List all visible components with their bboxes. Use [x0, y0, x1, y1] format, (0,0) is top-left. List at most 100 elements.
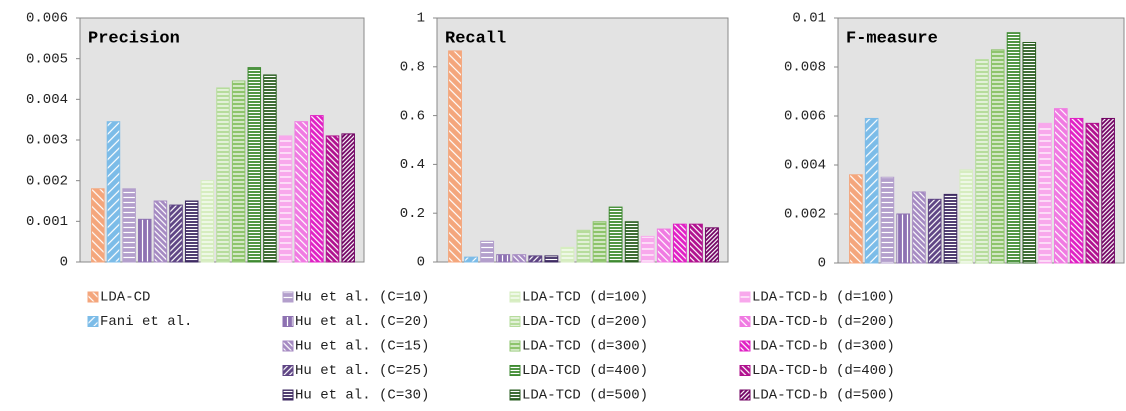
legend-label: LDA-TCD-b (d=400) [752, 363, 895, 379]
bar [512, 254, 527, 263]
bar [1006, 32, 1021, 264]
y-tick-label: 0.004 [26, 92, 68, 108]
y-tick-label: 0.003 [26, 133, 68, 149]
legend-swatch [282, 389, 294, 401]
legend-swatch [87, 291, 99, 303]
bar [975, 59, 989, 264]
bar [247, 67, 262, 263]
legend-swatch [509, 340, 521, 352]
bar [122, 188, 136, 263]
legend-label: Fani et al. [100, 314, 192, 330]
bar [927, 198, 942, 264]
y-tick-label: 0.005 [26, 51, 68, 67]
bar [896, 213, 910, 264]
bar [341, 133, 355, 263]
bar [912, 191, 926, 264]
legend-swatch [282, 316, 294, 327]
bar [1069, 117, 1084, 264]
bar [216, 87, 230, 263]
bar [672, 223, 687, 263]
legend-swatch [509, 365, 521, 376]
bar [656, 228, 671, 263]
bar [608, 206, 623, 263]
bar [959, 169, 974, 264]
bar [278, 135, 293, 263]
legend-swatch [87, 316, 99, 327]
chart-title: Precision [88, 29, 180, 48]
legend-swatch [282, 291, 294, 303]
legend-label: LDA-TCD-b (d=200) [752, 314, 895, 330]
legend-swatch [282, 340, 294, 352]
legend-swatch [509, 389, 521, 401]
y-tick-label: 0.01 [792, 11, 826, 27]
y-tick-label: 0 [60, 255, 68, 271]
bar [169, 204, 183, 263]
legend-swatch [509, 291, 521, 303]
legend-label: LDA-TCD-b (d=100) [752, 290, 895, 306]
y-tick-label: 0.2 [400, 206, 425, 222]
bar [1054, 108, 1068, 264]
y-tick-label: 0.6 [400, 108, 425, 124]
bar [624, 221, 639, 263]
y-tick-label: 1 [417, 11, 425, 27]
bar [1022, 42, 1037, 264]
bar [106, 121, 121, 263]
bar [880, 176, 895, 264]
chart-title: F-measure [846, 29, 938, 48]
bar [1038, 122, 1052, 264]
bar [91, 188, 105, 263]
bar [528, 255, 543, 263]
y-tick-label: 0.006 [784, 109, 826, 125]
legend-label: LDA-TCD (d=500) [522, 388, 648, 404]
legend-label: Hu et al. (C=25) [295, 363, 429, 379]
bar [1085, 122, 1100, 264]
bar [864, 117, 879, 264]
y-tick-label: 0.8 [400, 60, 425, 76]
bar [200, 180, 215, 263]
bar [592, 221, 607, 263]
bar [688, 223, 703, 263]
bar [560, 246, 575, 263]
legend-label: LDA-TCD-b (d=300) [752, 339, 895, 355]
legend-swatch [739, 365, 751, 376]
bar [1101, 117, 1115, 264]
legend-label: LDA-TCD (d=300) [522, 339, 648, 355]
bar [310, 115, 324, 263]
legend-swatch [739, 389, 751, 401]
y-tick-label: 0.008 [784, 60, 826, 76]
bar [263, 74, 277, 263]
bar [576, 229, 591, 263]
chart-title: Recall [445, 29, 506, 48]
bar [705, 227, 719, 263]
legend-label: LDA-TCD (d=100) [522, 290, 648, 306]
legend-swatch [739, 340, 751, 352]
y-tick-label: 0.001 [26, 214, 68, 230]
y-tick-label: 0.002 [26, 173, 68, 189]
legend-label: Hu et al. (C=30) [295, 388, 429, 404]
legend-label: LDA-TCD (d=200) [522, 314, 648, 330]
bar [448, 50, 462, 263]
legend-swatch [282, 365, 294, 376]
bar [849, 174, 863, 264]
bar [496, 254, 511, 263]
legend-swatch [739, 291, 751, 303]
legend-label: Hu et al. (C=10) [295, 290, 429, 306]
legend-label: LDA-TCD-b (d=500) [752, 388, 895, 404]
bar [153, 200, 168, 263]
y-tick-label: 0.4 [400, 157, 425, 173]
bar [231, 80, 246, 263]
y-tick-label: 0 [818, 256, 826, 272]
y-tick-label: 0.004 [784, 158, 826, 174]
legend-label: Hu et al. (C=15) [295, 339, 429, 355]
bar [138, 218, 152, 263]
legend-swatch [739, 316, 751, 327]
bar [640, 235, 655, 263]
legend-label: LDA-CD [100, 290, 150, 306]
bar [325, 135, 340, 263]
y-tick-label: 0.006 [26, 11, 68, 27]
bar [990, 49, 1005, 264]
bar [480, 240, 495, 263]
y-tick-label: 0 [417, 255, 425, 271]
plot-area [436, 17, 729, 263]
